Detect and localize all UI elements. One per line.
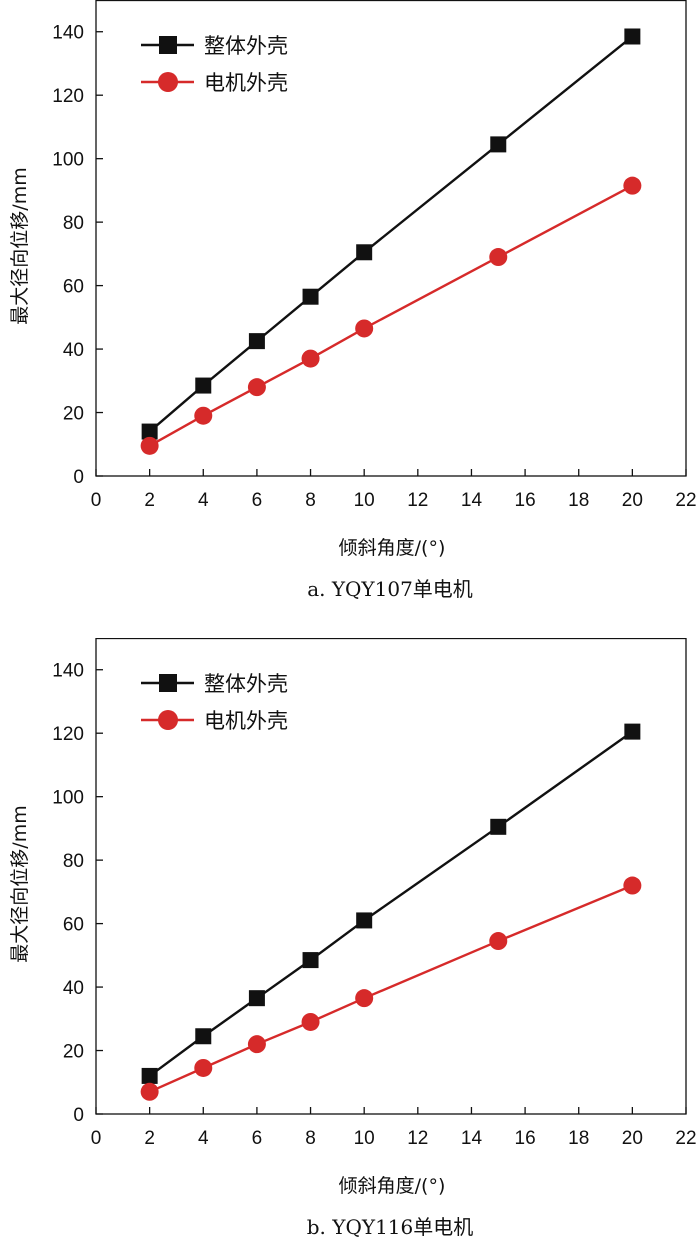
chart-a-y-tick-label: 40	[63, 340, 84, 361]
chart-b-y-tick-label: 40	[63, 978, 84, 999]
chart-a-x-tick-label: 4	[198, 490, 209, 511]
chart-b-legend-label-1: 电机外壳	[204, 709, 288, 733]
chart-b-x-tick-label: 12	[407, 1128, 428, 1149]
chart-b-series-0-line	[148, 730, 634, 1077]
chart-a-x-tick-label: 14	[461, 490, 483, 511]
chart-b-y-tick-label: 80	[63, 851, 84, 872]
chart-b-plot-frame	[95, 638, 687, 1115]
chart-a-series-1-point	[247, 378, 266, 397]
chart-panel-b: 0 2 4 6 8 10 12 14 16 18 20 22 0 20 40 60 80 100 120 140 整体外…	[0, 638, 700, 1259]
chart-b-series-0-point	[195, 1028, 212, 1045]
chart-a-series-0-line	[148, 35, 634, 433]
chart-a-y-tick-label: 120	[52, 86, 84, 107]
chart-a-series-1-point	[623, 176, 642, 195]
chart-a-x-tick-label: 0	[91, 490, 102, 511]
chart-b-series-1-point	[140, 1082, 159, 1101]
chart-a-x-tick-label: 20	[622, 490, 643, 511]
chart-b-x-tick-label: 4	[198, 1128, 209, 1149]
chart-b-series-1-point	[194, 1058, 213, 1077]
chart-a-y-tick-label: 140	[52, 23, 84, 44]
chart-b-series-0-point	[248, 990, 265, 1007]
chart-a-series-1-point	[194, 406, 213, 425]
chart-a-legend-marker-1	[158, 72, 178, 92]
chart-a-y-tick-label: 100	[52, 150, 84, 171]
chart-b-series-1-point	[247, 1035, 266, 1054]
chart-a-series-0-point	[248, 333, 265, 350]
chart-b-x-tick-label: 14	[461, 1128, 483, 1149]
chart-a-series-1-point	[355, 319, 374, 338]
chart-a-legend-label-0: 整体外壳	[204, 34, 288, 58]
chart-b-caption: b. YQY116单电机	[307, 1215, 474, 1239]
chart-b-y-axis-title: 最大径向位移/mm	[9, 805, 31, 962]
chart-a-y-tick-label: 80	[63, 213, 84, 234]
chart-a-y-tick-label: 60	[63, 277, 84, 298]
chart-a-y-tick-label: 0	[73, 467, 84, 488]
chart-a-x-tick-label: 16	[515, 490, 536, 511]
chart-b-x-tick-label: 8	[305, 1128, 316, 1149]
chart-a-legend-label-1: 电机外壳	[204, 71, 288, 95]
chart-b-y-tick-label: 100	[52, 788, 84, 809]
chart-a-series-1-point	[489, 248, 508, 267]
chart-b-x-axis-title: 倾斜角度/(°)	[339, 1175, 446, 1197]
chart-a-x-tick-label: 10	[354, 490, 375, 511]
chart-b-y-tick-label: 20	[63, 1042, 84, 1063]
chart-a-x-tick-label: 12	[407, 490, 428, 511]
chart-b-x-tick-label: 6	[252, 1128, 263, 1149]
chart-b-x-tick-label: 20	[622, 1128, 643, 1149]
chart-b-x-tick-label: 2	[144, 1128, 155, 1149]
chart-b-x-tick-label: 22	[675, 1128, 696, 1149]
chart-a-series-1-point	[301, 349, 320, 368]
chart-b-series-0-point	[624, 723, 641, 740]
chart-b-series-1-point	[623, 876, 642, 895]
chart-a-x-tick-label: 6	[252, 490, 263, 511]
chart-b-series-0-point	[490, 818, 507, 835]
chart-b-x-tick-label: 0	[91, 1128, 102, 1149]
chart-b-series-1-line	[149, 884, 633, 1093]
chart-b-y-tick-label: 60	[63, 915, 84, 936]
chart-a-x-tick-label: 2	[144, 490, 155, 511]
chart-a-series-1-point	[140, 436, 159, 455]
chart-a-series-0-point	[356, 244, 373, 261]
chart-a-x-axis-title: 倾斜角度/(°)	[339, 537, 446, 559]
chart-b-series-1-point	[489, 932, 508, 951]
chart-a-x-tick-label: 8	[305, 490, 316, 511]
chart-b-legend-label-0: 整体外壳	[204, 672, 288, 696]
chart-a-x-tick-label: 18	[568, 490, 589, 511]
chart-b-svg: 0 2 4 6 8 10 12 14 16 18 20 22 0 20 40 60 80 100 120 140 整体外…	[9, 638, 697, 1239]
chart-b-x-tick-label: 10	[354, 1128, 375, 1149]
chart-a-x-tick-label: 22	[675, 490, 696, 511]
chart-b-series-1-point	[301, 1012, 320, 1031]
chart-a-series-0-point	[141, 423, 158, 440]
chart-b-y-tick-label: 140	[52, 661, 84, 682]
chart-b-legend-marker-0	[159, 674, 177, 692]
chart-b-series-0-point	[141, 1067, 158, 1084]
chart-b-series-0-point	[356, 912, 373, 929]
chart-a-legend-marker-0	[159, 36, 177, 54]
chart-a-svg: 0 2 4 6 8 10 12 14 16 18 20 22 0 20 40 60 80 100 120 140 整体外…	[9, 0, 697, 601]
chart-b-x-tick-label: 16	[515, 1128, 536, 1149]
chart-a-plot-frame	[95, 0, 687, 477]
chart-a-y-axis-title: 最大径向位移/mm	[9, 167, 31, 324]
chart-a-series-0-point	[302, 288, 319, 305]
chart-a-series-1-line	[149, 184, 633, 447]
chart-b-x-tick-label: 18	[568, 1128, 589, 1149]
chart-a-series-0-point	[195, 377, 212, 394]
chart-b-series-1-point	[355, 989, 374, 1008]
chart-b-y-tick-label: 120	[52, 724, 84, 745]
chart-b-y-tick-label: 0	[73, 1105, 84, 1126]
chart-panel-a: 0 2 4 6 8 10 12 14 16 18 20 22 0 20 40 60 80 100 120 140 整体外…	[0, 0, 700, 621]
chart-b-series-0-point	[302, 952, 319, 969]
chart-a-series-0-point	[490, 136, 507, 153]
chart-a-y-tick-label: 20	[63, 404, 84, 425]
chart-a-series-0-point	[624, 28, 641, 45]
chart-a-caption: a. YQY107单电机	[307, 577, 473, 601]
chart-b-legend-marker-1	[158, 710, 178, 730]
